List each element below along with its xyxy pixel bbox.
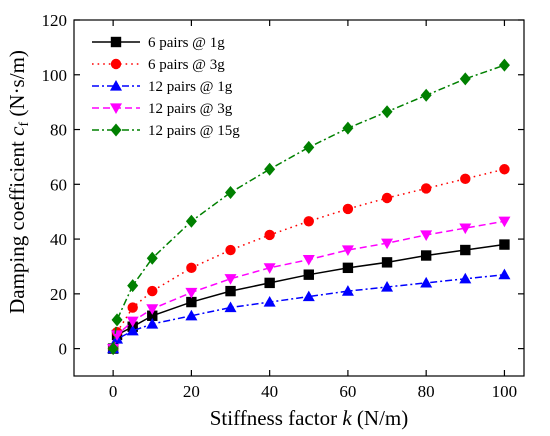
y-tick-label: 60 xyxy=(50,175,67,194)
data-point xyxy=(341,285,354,296)
data-point xyxy=(460,244,471,256)
data-point xyxy=(459,72,471,86)
data-point xyxy=(146,251,158,265)
data-point xyxy=(499,164,510,175)
data-point xyxy=(225,285,236,297)
data-point xyxy=(420,276,433,288)
data-point xyxy=(420,88,432,102)
legend-marker xyxy=(110,123,122,137)
legend-entry: 6 pairs @ 3g xyxy=(92,57,225,73)
data-point xyxy=(420,230,433,241)
data-point xyxy=(381,257,393,268)
data-point xyxy=(146,317,159,329)
data-point xyxy=(381,105,393,119)
data-point xyxy=(185,287,198,299)
data-point xyxy=(126,316,139,328)
data-point xyxy=(263,263,276,274)
data-point xyxy=(127,279,139,293)
x-tick-label: 80 xyxy=(418,382,435,401)
x-tick-label: 40 xyxy=(261,382,278,401)
data-point xyxy=(225,244,236,256)
data-point xyxy=(127,302,138,313)
data-point xyxy=(264,229,275,241)
data-point xyxy=(459,223,472,235)
y-tick-label: 100 xyxy=(42,66,68,85)
y-tick-label: 20 xyxy=(50,285,67,304)
data-point xyxy=(126,324,139,336)
y-tick-label: 120 xyxy=(42,11,68,30)
data-point xyxy=(224,301,237,313)
data-point xyxy=(146,304,159,315)
data-point xyxy=(263,296,276,307)
data-point xyxy=(224,274,237,285)
plot-area-border xyxy=(73,19,525,377)
series-group xyxy=(107,58,511,356)
data-point xyxy=(459,272,472,284)
y-tick-label: 80 xyxy=(50,121,67,140)
series-4 xyxy=(107,216,511,355)
legend-marker xyxy=(110,103,122,114)
data-point xyxy=(107,342,119,356)
x-tick-label: 60 xyxy=(339,382,356,401)
data-point xyxy=(302,255,315,266)
x-axis-label: Stiffness factor k (N/m) xyxy=(210,406,409,430)
legend-label: 12 pairs @ 15g xyxy=(148,123,240,139)
legend-entry: 12 pairs @ 15g xyxy=(92,123,240,139)
data-point xyxy=(381,192,393,204)
data-point xyxy=(185,309,198,321)
y-tick-label: 40 xyxy=(50,230,67,249)
data-point xyxy=(381,281,394,292)
data-point xyxy=(498,268,511,280)
data-point xyxy=(341,245,354,257)
data-point xyxy=(302,290,315,302)
x-tick-label: 0 xyxy=(109,382,118,401)
legend-entry: 6 pairs @ 1g xyxy=(92,35,225,51)
data-point xyxy=(460,173,471,185)
data-point xyxy=(420,183,432,194)
plot-frame xyxy=(73,19,525,377)
legend-label: 6 pairs @ 3g xyxy=(148,57,225,73)
data-point xyxy=(499,239,510,250)
data-point xyxy=(264,277,275,289)
data-point xyxy=(420,250,432,261)
legend-marker xyxy=(110,58,122,70)
series-2 xyxy=(107,164,510,354)
data-point xyxy=(498,216,511,228)
data-point xyxy=(303,140,315,154)
legend-label: 6 pairs @ 1g xyxy=(148,35,225,51)
data-point xyxy=(381,238,394,250)
y-tick-label: 0 xyxy=(59,340,68,359)
data-point xyxy=(185,214,197,228)
legend-entry: 12 pairs @ 3g xyxy=(92,101,233,117)
data-point xyxy=(186,296,197,308)
data-point xyxy=(111,330,124,341)
legend-entry: 12 pairs @ 1g xyxy=(92,79,233,95)
x-tick-label: 100 xyxy=(492,382,518,401)
x-tick-label: 20 xyxy=(183,382,200,401)
data-point xyxy=(342,121,354,135)
legend-label: 12 pairs @ 1g xyxy=(148,79,233,95)
data-point xyxy=(111,313,123,327)
legend-marker xyxy=(110,36,122,48)
data-point xyxy=(147,310,158,321)
legend-marker xyxy=(110,80,122,91)
data-point xyxy=(303,269,314,280)
data-point xyxy=(498,58,510,72)
data-point xyxy=(303,216,314,227)
data-point xyxy=(264,162,276,176)
series-line xyxy=(112,273,505,349)
legend: 6 pairs @ 1g 6 pairs @ 3g 12 pairs @ 1g 12 … xyxy=(92,35,240,139)
data-point xyxy=(186,262,197,274)
data-point xyxy=(342,203,354,215)
series-5 xyxy=(107,58,510,356)
y-axis-label: Damping coefficient cf (N·s/m) xyxy=(5,50,32,314)
data-point xyxy=(147,285,158,297)
ticks-group: 0 20 40 60 80 100 0 20 40 60 80 100 120 xyxy=(42,11,524,401)
data-point xyxy=(225,186,237,200)
legend-label: 12 pairs @ 3g xyxy=(148,101,233,117)
data-point xyxy=(342,262,354,274)
